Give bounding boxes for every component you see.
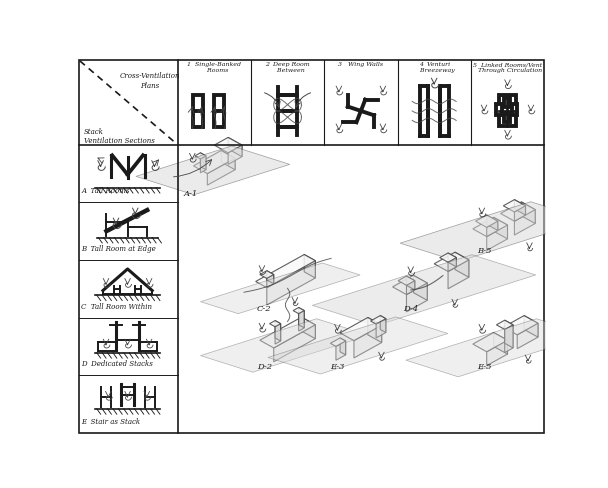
Polygon shape	[340, 318, 382, 341]
Polygon shape	[448, 258, 457, 271]
Polygon shape	[354, 325, 382, 358]
Text: D-2: D-2	[257, 363, 272, 370]
Polygon shape	[371, 316, 386, 324]
Polygon shape	[503, 200, 525, 212]
Polygon shape	[267, 271, 274, 284]
Polygon shape	[455, 252, 469, 277]
Polygon shape	[268, 317, 448, 374]
Polygon shape	[221, 150, 235, 170]
Text: E-3: E-3	[330, 363, 345, 370]
Polygon shape	[201, 263, 360, 314]
Bar	[499, 96, 516, 126]
Text: C-2: C-2	[257, 305, 271, 313]
Bar	[503, 98, 510, 106]
Polygon shape	[407, 276, 415, 290]
Polygon shape	[228, 138, 242, 157]
Text: 3   Wing Walls: 3 Wing Walls	[338, 62, 384, 67]
Polygon shape	[304, 255, 316, 278]
Polygon shape	[214, 138, 242, 153]
Text: D  Dedicated Stacks: D Dedicated Stacks	[81, 360, 153, 368]
Polygon shape	[521, 202, 535, 224]
Text: D-4: D-4	[403, 305, 418, 313]
Bar	[497, 104, 502, 115]
Polygon shape	[275, 324, 281, 344]
Bar	[193, 95, 203, 127]
Polygon shape	[269, 321, 281, 327]
Text: 1  Single-Banked
   Rooms: 1 Single-Banked Rooms	[187, 62, 241, 73]
Polygon shape	[514, 200, 525, 215]
Polygon shape	[299, 310, 304, 331]
Polygon shape	[207, 158, 235, 185]
Text: Stack
Ventilation Sections: Stack Ventilation Sections	[84, 128, 154, 145]
Polygon shape	[434, 252, 469, 271]
Text: E-5: E-5	[477, 363, 491, 370]
Polygon shape	[368, 318, 382, 343]
Polygon shape	[380, 316, 386, 332]
Bar	[213, 95, 224, 127]
Polygon shape	[340, 338, 345, 355]
Text: 4  Venturi
   Breezeway: 4 Venturi Breezeway	[414, 62, 455, 73]
Text: C  Tall Room Within: C Tall Room Within	[81, 303, 153, 311]
Text: Cross-Ventilation
Plans: Cross-Ventilation Plans	[119, 72, 180, 90]
Polygon shape	[500, 202, 535, 221]
Polygon shape	[275, 321, 281, 341]
Polygon shape	[302, 317, 316, 339]
Polygon shape	[448, 253, 457, 267]
Polygon shape	[398, 276, 415, 285]
Polygon shape	[201, 319, 369, 372]
Polygon shape	[260, 271, 274, 278]
Polygon shape	[475, 215, 498, 227]
Text: A-1: A-1	[184, 190, 198, 198]
Polygon shape	[514, 206, 525, 221]
Polygon shape	[473, 217, 508, 237]
Text: 2  Deep Room
   Between: 2 Deep Room Between	[265, 62, 310, 73]
Text: A  Tall Rooms: A Tall Rooms	[81, 187, 130, 196]
Polygon shape	[313, 255, 536, 325]
Polygon shape	[407, 283, 427, 312]
Polygon shape	[136, 146, 290, 195]
Polygon shape	[406, 319, 589, 377]
Polygon shape	[514, 210, 535, 235]
Polygon shape	[486, 215, 498, 230]
Polygon shape	[336, 341, 345, 360]
Polygon shape	[524, 316, 538, 337]
Polygon shape	[407, 281, 415, 295]
Polygon shape	[486, 225, 508, 250]
Polygon shape	[260, 317, 316, 348]
Polygon shape	[494, 332, 508, 354]
Text: 5  Linked Rooms/Vent
   Through Circulation: 5 Linked Rooms/Vent Through Circulation	[472, 62, 542, 73]
Text: E  Stair as Stack: E Stair as Stack	[81, 418, 140, 426]
Polygon shape	[299, 307, 304, 328]
Polygon shape	[193, 150, 235, 174]
Polygon shape	[486, 221, 498, 237]
Polygon shape	[330, 338, 345, 346]
Polygon shape	[503, 316, 538, 335]
Polygon shape	[473, 332, 508, 352]
Text: B-5: B-5	[477, 247, 491, 255]
Polygon shape	[293, 307, 304, 314]
Polygon shape	[228, 145, 242, 164]
Polygon shape	[267, 261, 316, 305]
Polygon shape	[496, 320, 513, 329]
Polygon shape	[376, 319, 386, 338]
Polygon shape	[195, 153, 206, 159]
Text: B  Tall Room at Edge: B Tall Room at Edge	[81, 245, 156, 253]
Polygon shape	[505, 320, 513, 348]
Polygon shape	[448, 260, 469, 289]
Polygon shape	[505, 325, 513, 352]
Polygon shape	[256, 255, 316, 287]
Bar	[503, 114, 510, 122]
Polygon shape	[400, 202, 589, 262]
Polygon shape	[413, 275, 427, 300]
Polygon shape	[201, 153, 206, 170]
Polygon shape	[517, 323, 538, 349]
Polygon shape	[440, 253, 457, 262]
Bar	[513, 104, 517, 115]
Polygon shape	[267, 275, 274, 287]
Polygon shape	[494, 217, 508, 239]
Polygon shape	[486, 340, 508, 366]
Polygon shape	[201, 156, 206, 173]
Polygon shape	[393, 275, 427, 295]
Polygon shape	[274, 325, 316, 362]
